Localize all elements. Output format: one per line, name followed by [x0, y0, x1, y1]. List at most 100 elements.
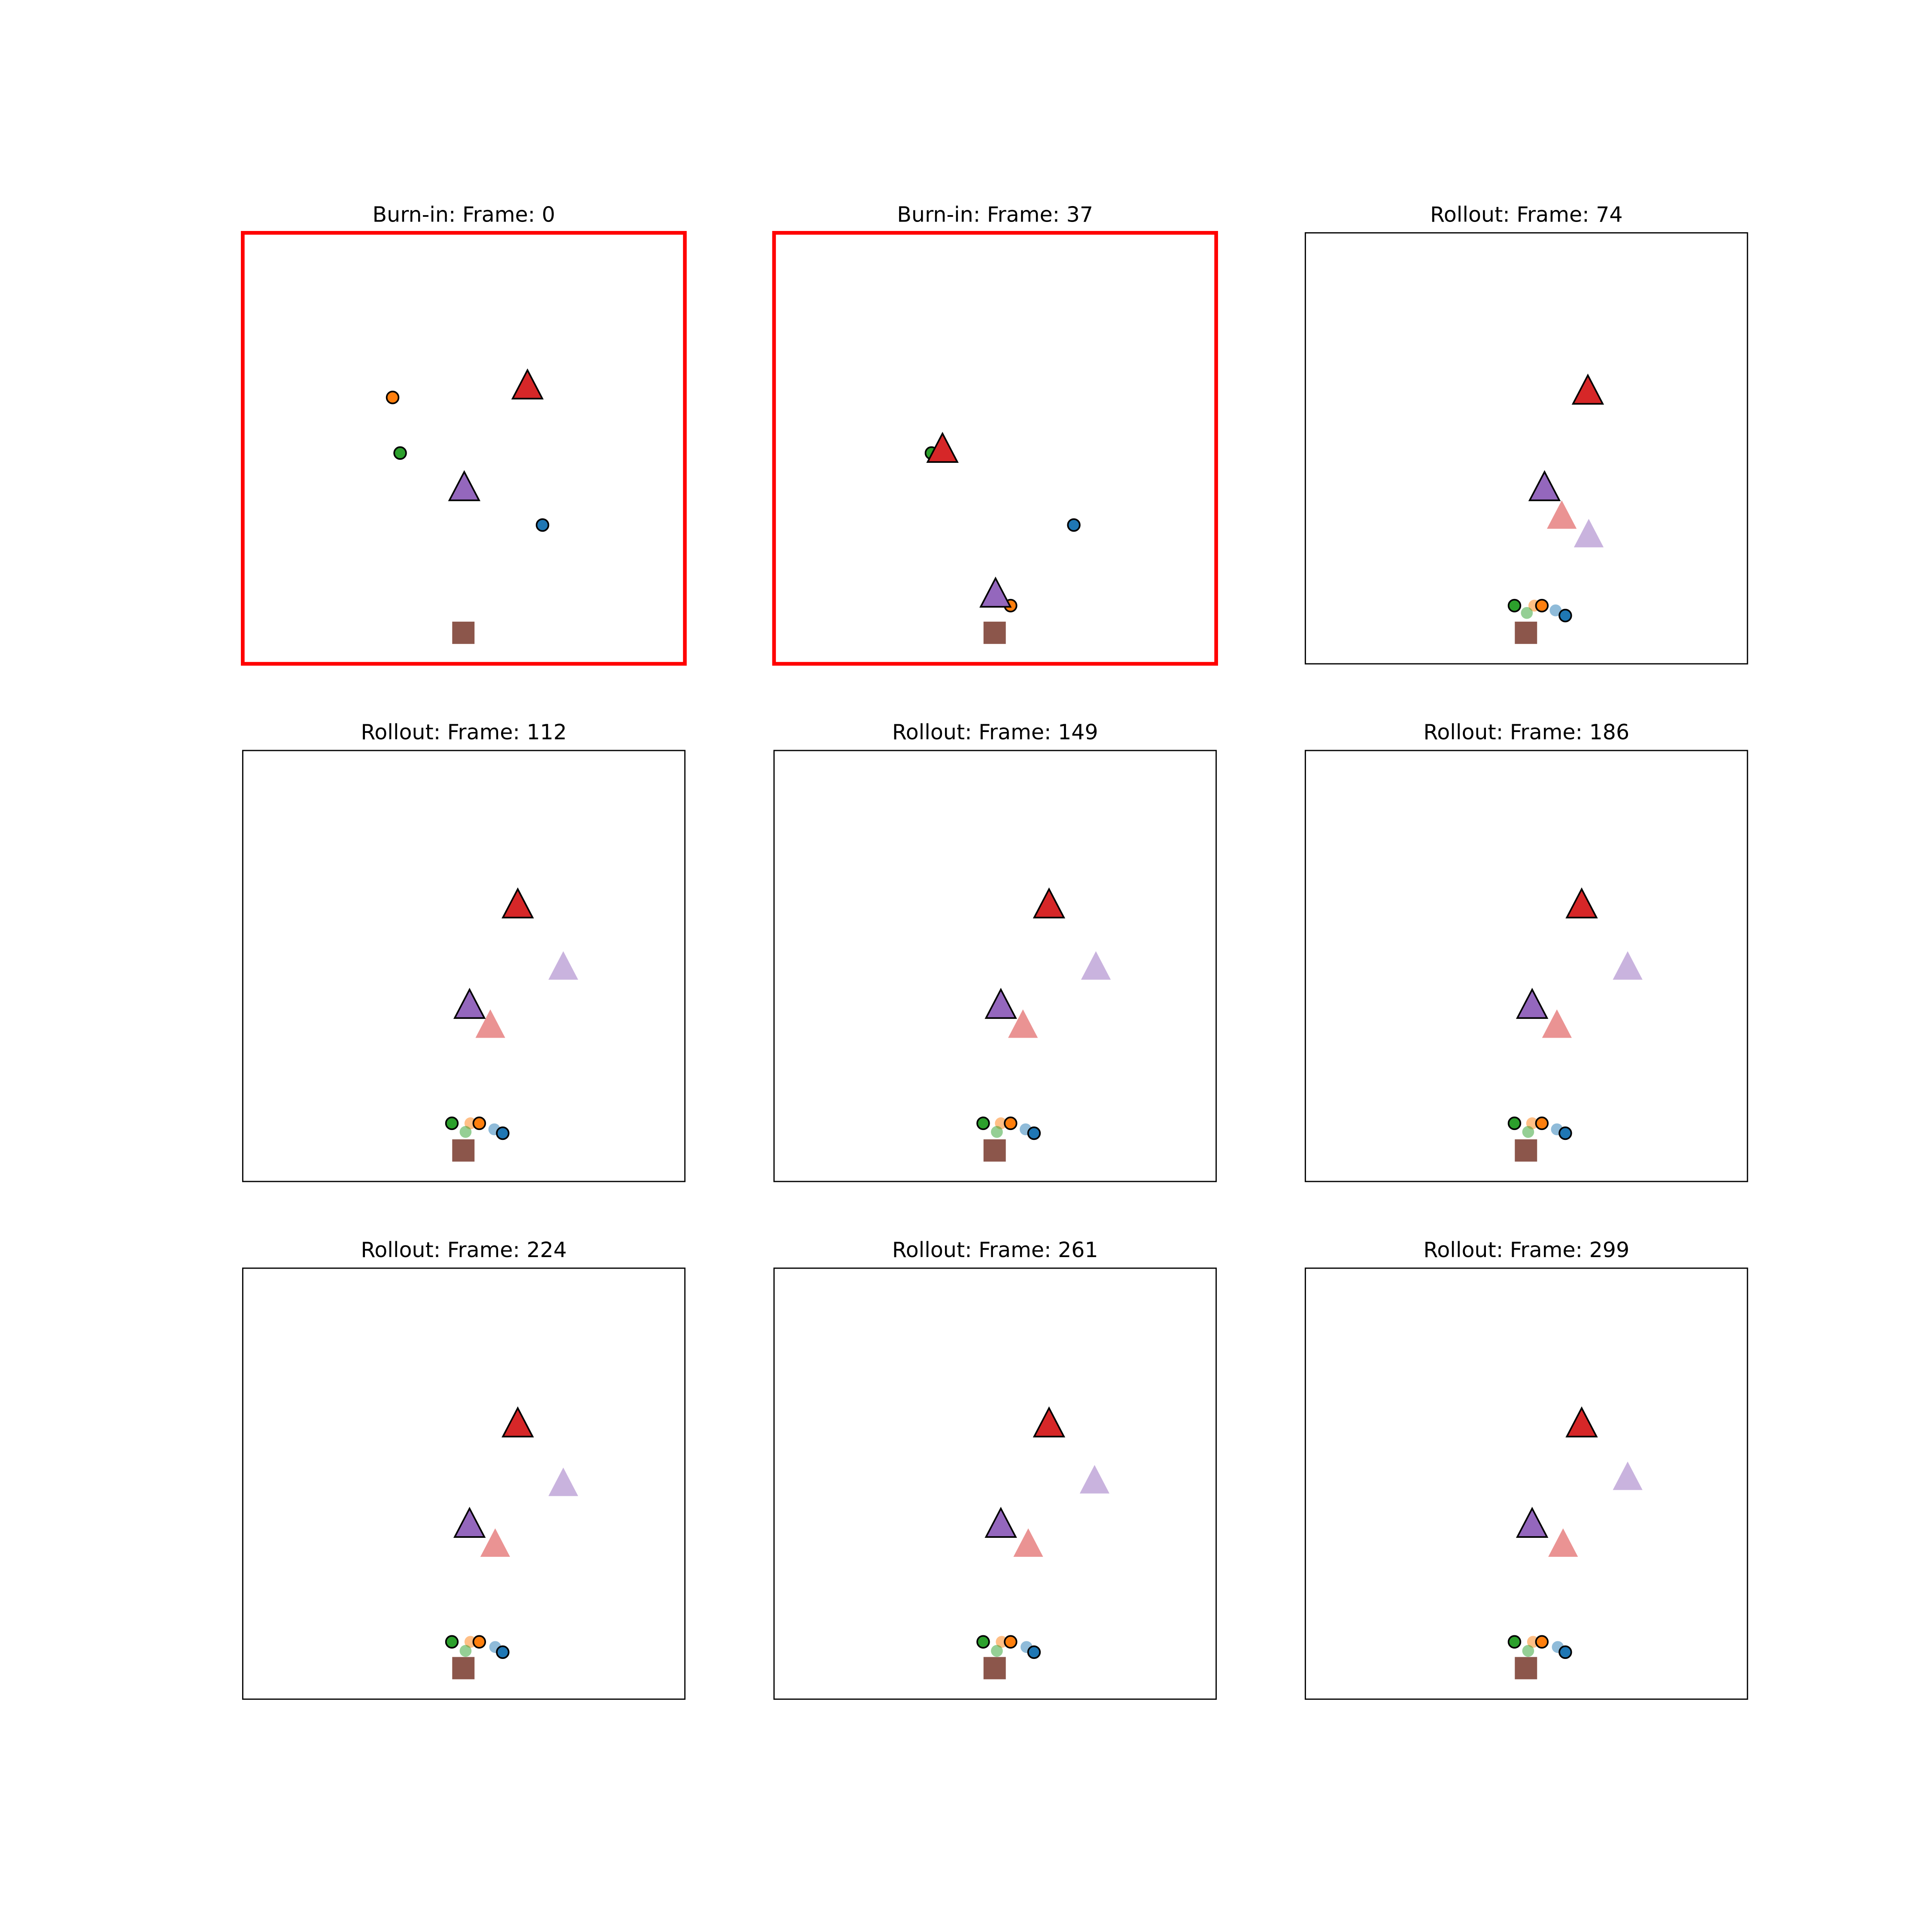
panel-frame: [773, 750, 1217, 1182]
marker-triangle: [1547, 500, 1577, 529]
marker-circle: [1558, 1126, 1572, 1140]
marker-circle: [459, 1126, 472, 1138]
marker-square: [1515, 621, 1537, 644]
marker-circle: [1507, 1635, 1522, 1649]
marker-circle: [393, 446, 407, 460]
panel-title: Burn-in: Frame: 37: [897, 202, 1093, 227]
panel-title: Rollout: Frame: 186: [1423, 720, 1629, 744]
marker-circle: [1558, 609, 1572, 623]
panel: Rollout: Frame: 224: [242, 1237, 686, 1700]
marker-triangle: [1542, 1009, 1572, 1038]
marker-circle: [1549, 604, 1562, 617]
panel: Rollout: Frame: 149: [773, 720, 1217, 1182]
marker-circle: [496, 1126, 510, 1140]
marker-square: [983, 621, 1006, 644]
marker-triangle: [501, 1406, 534, 1437]
marker-triangle: [1516, 987, 1549, 1019]
panel-title: Rollout: Frame: 74: [1430, 202, 1623, 227]
marker-triangle: [1033, 887, 1066, 919]
marker-square: [452, 1657, 475, 1680]
marker-circle: [1027, 1126, 1041, 1140]
panel: Rollout: Frame: 186: [1304, 720, 1748, 1182]
marker-triangle: [453, 1507, 486, 1538]
marker-triangle: [1079, 1465, 1110, 1494]
marker-circle: [1521, 607, 1533, 619]
marker-triangle: [979, 576, 1012, 608]
marker-triangle: [1565, 887, 1598, 919]
panel: Rollout: Frame: 261: [773, 1237, 1217, 1700]
marker-circle: [1507, 1116, 1522, 1130]
marker-circle: [976, 1116, 990, 1130]
marker-circle: [1535, 1635, 1549, 1649]
panel-title: Burn-in: Frame: 0: [373, 202, 556, 227]
panel-frame: [773, 1267, 1217, 1700]
marker-triangle: [475, 1009, 505, 1038]
marker-triangle: [984, 1507, 1017, 1538]
marker-circle: [1507, 598, 1522, 613]
panel: Burn-in: Frame: 37: [772, 202, 1218, 666]
marker-triangle: [511, 368, 544, 400]
panel-frame: [1304, 232, 1748, 665]
marker-triangle: [1013, 1528, 1043, 1557]
marker-triangle: [1613, 1461, 1643, 1490]
marker-triangle: [1574, 519, 1604, 547]
marker-triangle: [548, 1467, 578, 1496]
marker-circle: [445, 1116, 459, 1130]
panel: Rollout: Frame: 299: [1304, 1237, 1748, 1700]
marker-triangle: [501, 887, 534, 919]
marker-circle: [496, 1645, 510, 1659]
marker-square: [983, 1139, 1006, 1162]
panel-frame: [242, 1267, 686, 1700]
marker-circle: [445, 1635, 459, 1649]
marker-circle: [1522, 1126, 1534, 1138]
marker-circle: [976, 1635, 990, 1649]
marker-triangle: [453, 987, 486, 1019]
marker-triangle: [1571, 374, 1604, 405]
marker-circle: [1535, 598, 1549, 613]
marker-circle: [472, 1116, 486, 1130]
marker-triangle: [1081, 951, 1111, 980]
marker-circle: [535, 518, 550, 532]
panel-title: Rollout: Frame: 299: [1423, 1237, 1629, 1262]
marker-square: [1515, 1657, 1537, 1680]
marker-square: [452, 621, 475, 644]
marker-square: [452, 1139, 475, 1162]
marker-circle: [459, 1645, 472, 1657]
marker-circle: [991, 1645, 1003, 1657]
marker-triangle: [1613, 951, 1643, 980]
panel-frame: [241, 231, 687, 666]
panel: Burn-in: Frame: 0: [241, 202, 687, 666]
marker-circle: [1558, 1645, 1572, 1659]
marker-circle: [1522, 1645, 1534, 1657]
marker-circle: [472, 1635, 486, 1649]
panel: Rollout: Frame: 74: [1304, 202, 1748, 665]
marker-triangle: [1008, 1009, 1038, 1038]
marker-triangle: [1528, 470, 1561, 501]
panel-title: Rollout: Frame: 112: [361, 720, 567, 744]
marker-triangle: [1565, 1406, 1598, 1437]
marker-triangle: [480, 1528, 510, 1557]
panel-title: Rollout: Frame: 261: [892, 1237, 1098, 1262]
marker-triangle: [448, 470, 481, 501]
marker-circle: [1004, 1116, 1018, 1130]
marker-triangle: [1516, 1507, 1549, 1538]
marker-circle: [386, 391, 400, 404]
panel-title: Rollout: Frame: 149: [892, 720, 1098, 744]
marker-triangle: [1548, 1528, 1578, 1557]
panel-frame: [1304, 1267, 1748, 1700]
panel-frame: [1304, 750, 1748, 1182]
panel-frame: [242, 750, 686, 1182]
marker-circle: [1004, 1635, 1018, 1649]
marker-circle: [1027, 1645, 1041, 1659]
panel: Rollout: Frame: 112: [242, 720, 686, 1182]
marker-triangle: [984, 987, 1017, 1019]
marker-square: [1515, 1139, 1537, 1162]
marker-circle: [1067, 518, 1081, 532]
marker-square: [983, 1657, 1006, 1680]
marker-circle: [1535, 1116, 1549, 1130]
panel-title: Rollout: Frame: 224: [361, 1237, 567, 1262]
marker-triangle: [926, 431, 959, 463]
marker-triangle: [548, 951, 578, 980]
marker-circle: [991, 1126, 1003, 1138]
